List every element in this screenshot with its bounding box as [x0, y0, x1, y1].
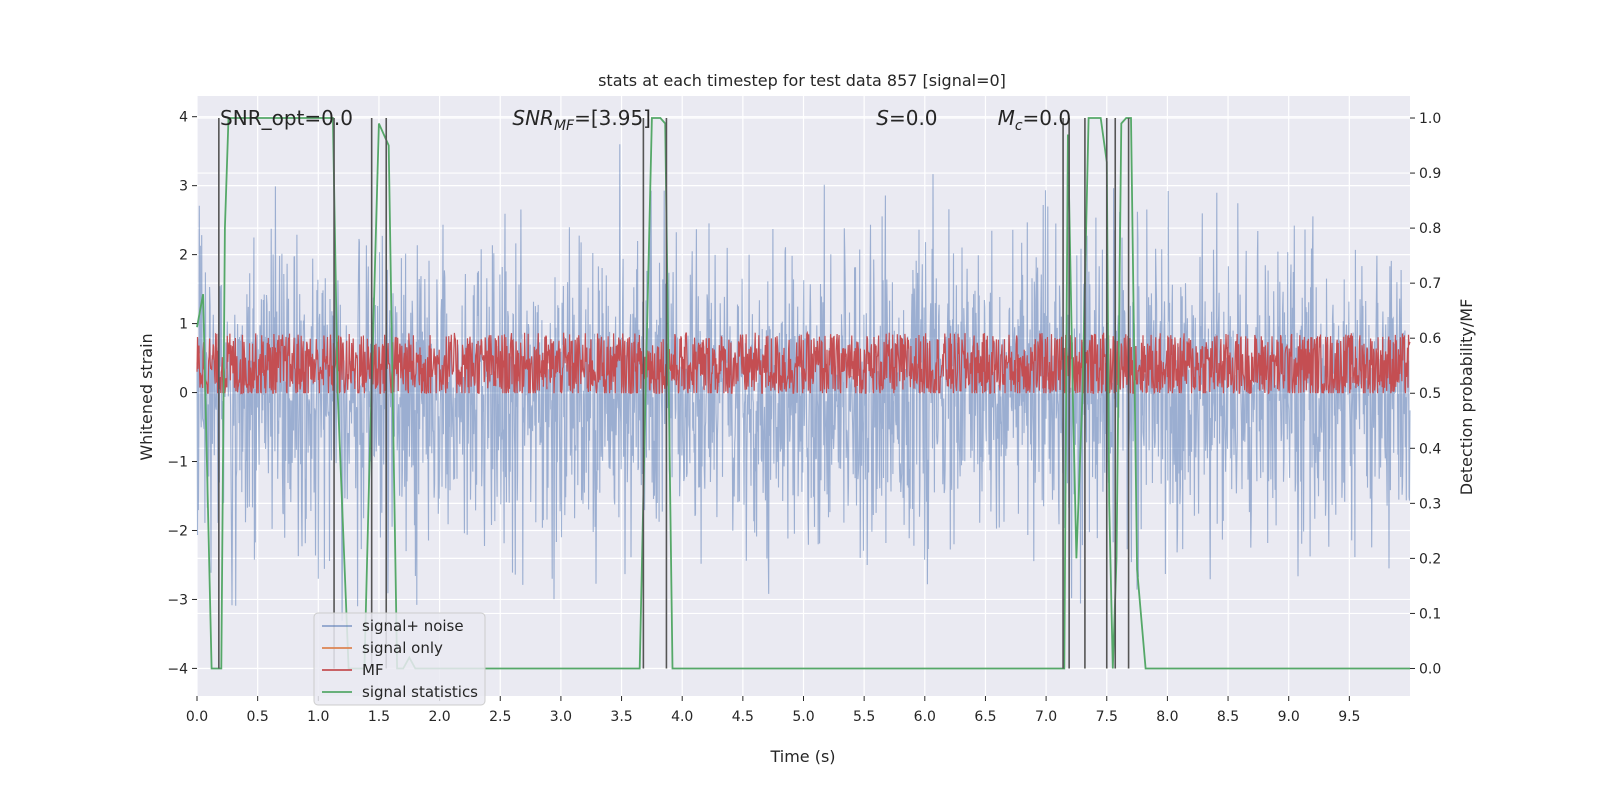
y-left-tick-label: 4: [179, 110, 188, 126]
legend-entry: signal only: [362, 639, 443, 657]
y-right-tick-label: 0.8: [1419, 221, 1441, 237]
y-right-tick-label: 0.2: [1419, 551, 1441, 567]
annotations: SNR_opt=0.0 SNRMF=[3.95] S=0.0 Mc=0.0: [220, 106, 1071, 134]
annotation-text: SNRMF=[3.95]: [512, 106, 651, 134]
y-left-tick-label: 0: [179, 386, 188, 402]
x-tick-label: 3.5: [610, 709, 632, 725]
x-tick-label: 6.0: [914, 709, 936, 725]
x-tick-label: 7.0: [1035, 709, 1057, 725]
x-tick-label: 5.5: [853, 709, 875, 725]
series-signal-statistics: [196, 117, 1410, 670]
signal-statistics-line: [196, 117, 1410, 670]
x-tick-label: 2.5: [489, 709, 511, 725]
signal-noise-line: [196, 144, 1411, 621]
y-right-tick-label: 0.5: [1419, 386, 1441, 402]
y-left-tick-label: 1: [179, 317, 188, 333]
y-left-tick-label: −4: [167, 661, 188, 677]
x-tick-label: 8.5: [1217, 709, 1239, 725]
x-tick-label: 5.0: [792, 709, 814, 725]
y-left-tick-label: −1: [167, 455, 188, 471]
x-tick-label: 3.0: [550, 709, 572, 725]
y-left-axis-ticks: 4 3 2 1 0 −1 −2 −3 −4: [167, 110, 197, 677]
x-tick-label: 9.5: [1338, 709, 1360, 725]
x-tick-label: 6.5: [974, 709, 996, 725]
x-tick-label: 0.5: [247, 709, 269, 725]
series-mf: [196, 330, 1411, 395]
x-tick-label: 8.0: [1156, 709, 1178, 725]
y-left-tick-label: −3: [167, 592, 188, 608]
y-right-axis-ticks: 1.0 0.9 0.8 0.7 0.6 0.5 0.4 0.3 0.2 0.1 0.0: [1410, 111, 1441, 677]
y-left-tick-label: 2: [179, 248, 188, 264]
y-right-tick-label: 0.3: [1419, 496, 1441, 512]
y-right-tick-label: 0.9: [1419, 166, 1441, 182]
x-tick-label: 4.5: [732, 709, 754, 725]
y-right-tick-label: 0.0: [1419, 661, 1441, 677]
x-tick-label: 1.0: [307, 709, 329, 725]
y-left-axis-label: Whitened strain: [137, 333, 156, 460]
x-axis-ticks: 0.0 0.5 1.0 1.5 2.0 2.5 3.0 3.5 4.0 4.5 5.0 5.5 6.0 6…: [186, 696, 1360, 725]
x-tick-label: 1.5: [368, 709, 390, 725]
y-right-tick-label: 0.6: [1419, 331, 1441, 347]
annotation-text: S=0.0: [876, 106, 937, 130]
annotation-text: SNR_opt=0.0: [220, 106, 353, 130]
annotation-text: Mc=0.0: [998, 106, 1072, 134]
y-right-tick-label: 0.1: [1419, 606, 1441, 622]
x-tick-label: 4.0: [671, 709, 693, 725]
x-axis-label: Time (s): [769, 747, 835, 766]
legend: signal+ noise signal only MF signal statist…: [313, 612, 486, 706]
x-tick-label: 0.0: [186, 709, 208, 725]
vertical-markers: [218, 118, 1130, 669]
y-left-tick-label: −2: [167, 523, 188, 539]
chart-title: stats at each timestep for test data 857…: [598, 71, 1006, 90]
legend-entry: signal statistics: [362, 683, 478, 701]
x-tick-label: 2.0: [428, 709, 450, 725]
series-signal-noise: [196, 144, 1411, 621]
y-right-tick-label: 1.0: [1419, 111, 1441, 127]
y-right-tick-label: 0.7: [1419, 276, 1441, 292]
legend-entry: MF: [362, 661, 384, 679]
mf-line: [196, 330, 1411, 395]
x-tick-label: 7.5: [1096, 709, 1118, 725]
legend-box: [313, 612, 486, 706]
y-right-tick-label: 0.4: [1419, 441, 1441, 457]
x-tick-label: 9.0: [1278, 709, 1300, 725]
y-left-tick-label: 3: [179, 179, 188, 195]
y-right-axis-label: Detection probability/MF: [1457, 299, 1476, 496]
legend-entry: signal+ noise: [362, 617, 464, 635]
